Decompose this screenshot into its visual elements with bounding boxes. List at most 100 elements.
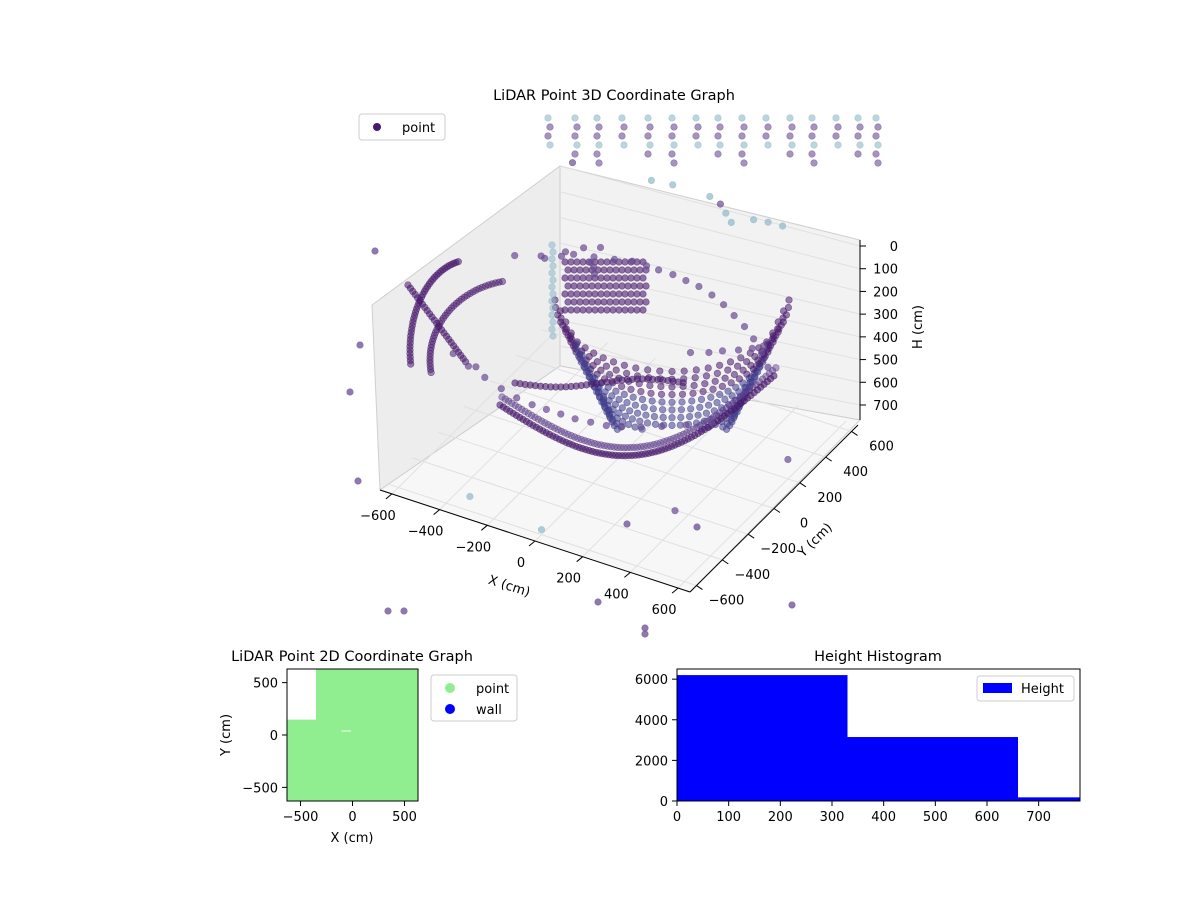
scatter-2d-point bbox=[346, 669, 359, 679]
lidar-data-point bbox=[654, 266, 663, 274]
histogram-bar bbox=[677, 675, 848, 801]
h-tick-label-3d: 200 bbox=[873, 285, 898, 300]
lidar-data-point bbox=[705, 348, 713, 357]
lidar-data-point bbox=[557, 410, 565, 418]
lidar-point bbox=[549, 262, 557, 270]
lidar-point bbox=[714, 150, 722, 158]
lidar-point bbox=[697, 395, 706, 404]
lidar-point bbox=[620, 123, 628, 131]
y-tick-label-hist: 2000 bbox=[635, 754, 668, 769]
x-tick-label-hist: 0 bbox=[673, 810, 681, 825]
lidar-outlier-point bbox=[641, 624, 649, 632]
lidar-point bbox=[692, 366, 700, 374]
lidar-point bbox=[603, 306, 611, 314]
lidar-data-point bbox=[579, 244, 588, 252]
lidar-point bbox=[600, 282, 608, 290]
chart-2d-title: LiDAR Point 2D Coordinate Graph bbox=[231, 649, 473, 665]
lidar-point bbox=[599, 354, 607, 362]
lidar-point bbox=[612, 387, 620, 395]
y-gridline-3d bbox=[386, 483, 697, 587]
lidar-data-point bbox=[628, 257, 636, 265]
lidar-point bbox=[609, 274, 617, 282]
lidar-point bbox=[571, 150, 579, 158]
lidar-point bbox=[689, 389, 697, 397]
x-axis-label-2d: X (cm) bbox=[331, 831, 374, 846]
lidar-point bbox=[721, 395, 729, 404]
lidar-point bbox=[615, 290, 623, 298]
lidar-point bbox=[716, 141, 724, 149]
y-gridline-3d bbox=[489, 380, 801, 484]
lidar-point bbox=[624, 298, 632, 306]
chart-histogram: Height Histogram 0 100 200 300 400 500 600 7000… bbox=[635, 649, 1081, 825]
x-tick-3d bbox=[480, 524, 488, 531]
lidar-point bbox=[548, 325, 556, 333]
lidar-data-point bbox=[647, 176, 656, 184]
lidar-point bbox=[691, 374, 699, 382]
legend-2d-point-marker bbox=[445, 683, 455, 693]
lidar-point bbox=[704, 401, 713, 409]
lidar-data-point bbox=[778, 222, 787, 230]
h-tick-label-3d: 300 bbox=[873, 308, 898, 323]
lidar-point bbox=[680, 367, 688, 375]
lidar-data-point bbox=[764, 218, 772, 226]
lidar-data-point bbox=[642, 262, 651, 270]
lidar-point bbox=[582, 282, 590, 290]
legend-2d-wall-label: wall bbox=[476, 703, 502, 718]
lidar-point bbox=[707, 393, 715, 401]
lidar-point bbox=[786, 132, 794, 140]
lidar-point bbox=[668, 398, 676, 406]
lidar-point bbox=[668, 414, 676, 422]
lidar-point bbox=[639, 290, 647, 298]
x-tick-label-3d: −600 bbox=[360, 509, 396, 524]
lidar-point bbox=[595, 141, 603, 149]
lidar-point bbox=[606, 266, 614, 274]
lidar-data-point bbox=[757, 348, 766, 357]
lidar-point bbox=[567, 306, 575, 314]
lidar-point bbox=[578, 351, 586, 359]
lidar-point bbox=[646, 123, 654, 131]
lidar-outlier-point bbox=[371, 247, 379, 255]
x-tick-label-3d: 200 bbox=[556, 572, 581, 587]
lidar-point bbox=[621, 274, 629, 282]
x-tick-label-hist: 500 bbox=[923, 810, 948, 825]
lidar-point bbox=[620, 141, 628, 149]
lidar-point bbox=[627, 385, 635, 393]
lidar-data-point bbox=[682, 277, 690, 285]
lidar-point bbox=[633, 274, 641, 282]
lidar-outlier-point bbox=[354, 477, 362, 485]
lidar-point bbox=[724, 387, 732, 395]
lidar-point bbox=[810, 159, 818, 167]
lidar-point bbox=[618, 132, 626, 140]
lidar-data-point bbox=[561, 248, 570, 256]
lidar-point bbox=[544, 421, 552, 429]
lidar-point bbox=[644, 132, 652, 140]
lidar-point bbox=[549, 318, 557, 326]
h-tick-label-3d: 100 bbox=[873, 263, 898, 278]
lidar-point bbox=[696, 403, 704, 411]
ticks-2d: −500 0 500 −500 0 500 bbox=[242, 677, 417, 825]
lidar-point bbox=[612, 298, 620, 306]
lidar-point bbox=[585, 274, 593, 282]
lidar-point bbox=[549, 332, 557, 340]
lidar-point bbox=[632, 364, 640, 372]
lidar-data-point bbox=[472, 363, 480, 371]
lidar-point bbox=[740, 159, 748, 167]
lidar-point bbox=[567, 258, 575, 266]
lidar-point bbox=[618, 266, 626, 274]
x-tick-label-2d: 500 bbox=[392, 810, 417, 825]
lidar-point bbox=[786, 150, 794, 158]
lidar-outlier-point bbox=[693, 523, 701, 531]
legend-3d-label: point bbox=[402, 121, 435, 136]
y-tick-label-3d: −600 bbox=[709, 594, 745, 609]
lidar-outlier-point bbox=[623, 520, 631, 528]
lidar-data-point bbox=[596, 243, 605, 252]
lidar-point bbox=[769, 332, 777, 340]
lidar-point bbox=[711, 377, 719, 385]
h-gridline-3d bbox=[559, 268, 861, 338]
h-tick-label-3d: 0 bbox=[890, 240, 898, 255]
lidar-point bbox=[636, 298, 644, 306]
lidar-point bbox=[764, 123, 772, 131]
lidar-point bbox=[603, 290, 611, 298]
lidar-point bbox=[834, 141, 842, 149]
x-tick-label-hist: 400 bbox=[871, 810, 896, 825]
